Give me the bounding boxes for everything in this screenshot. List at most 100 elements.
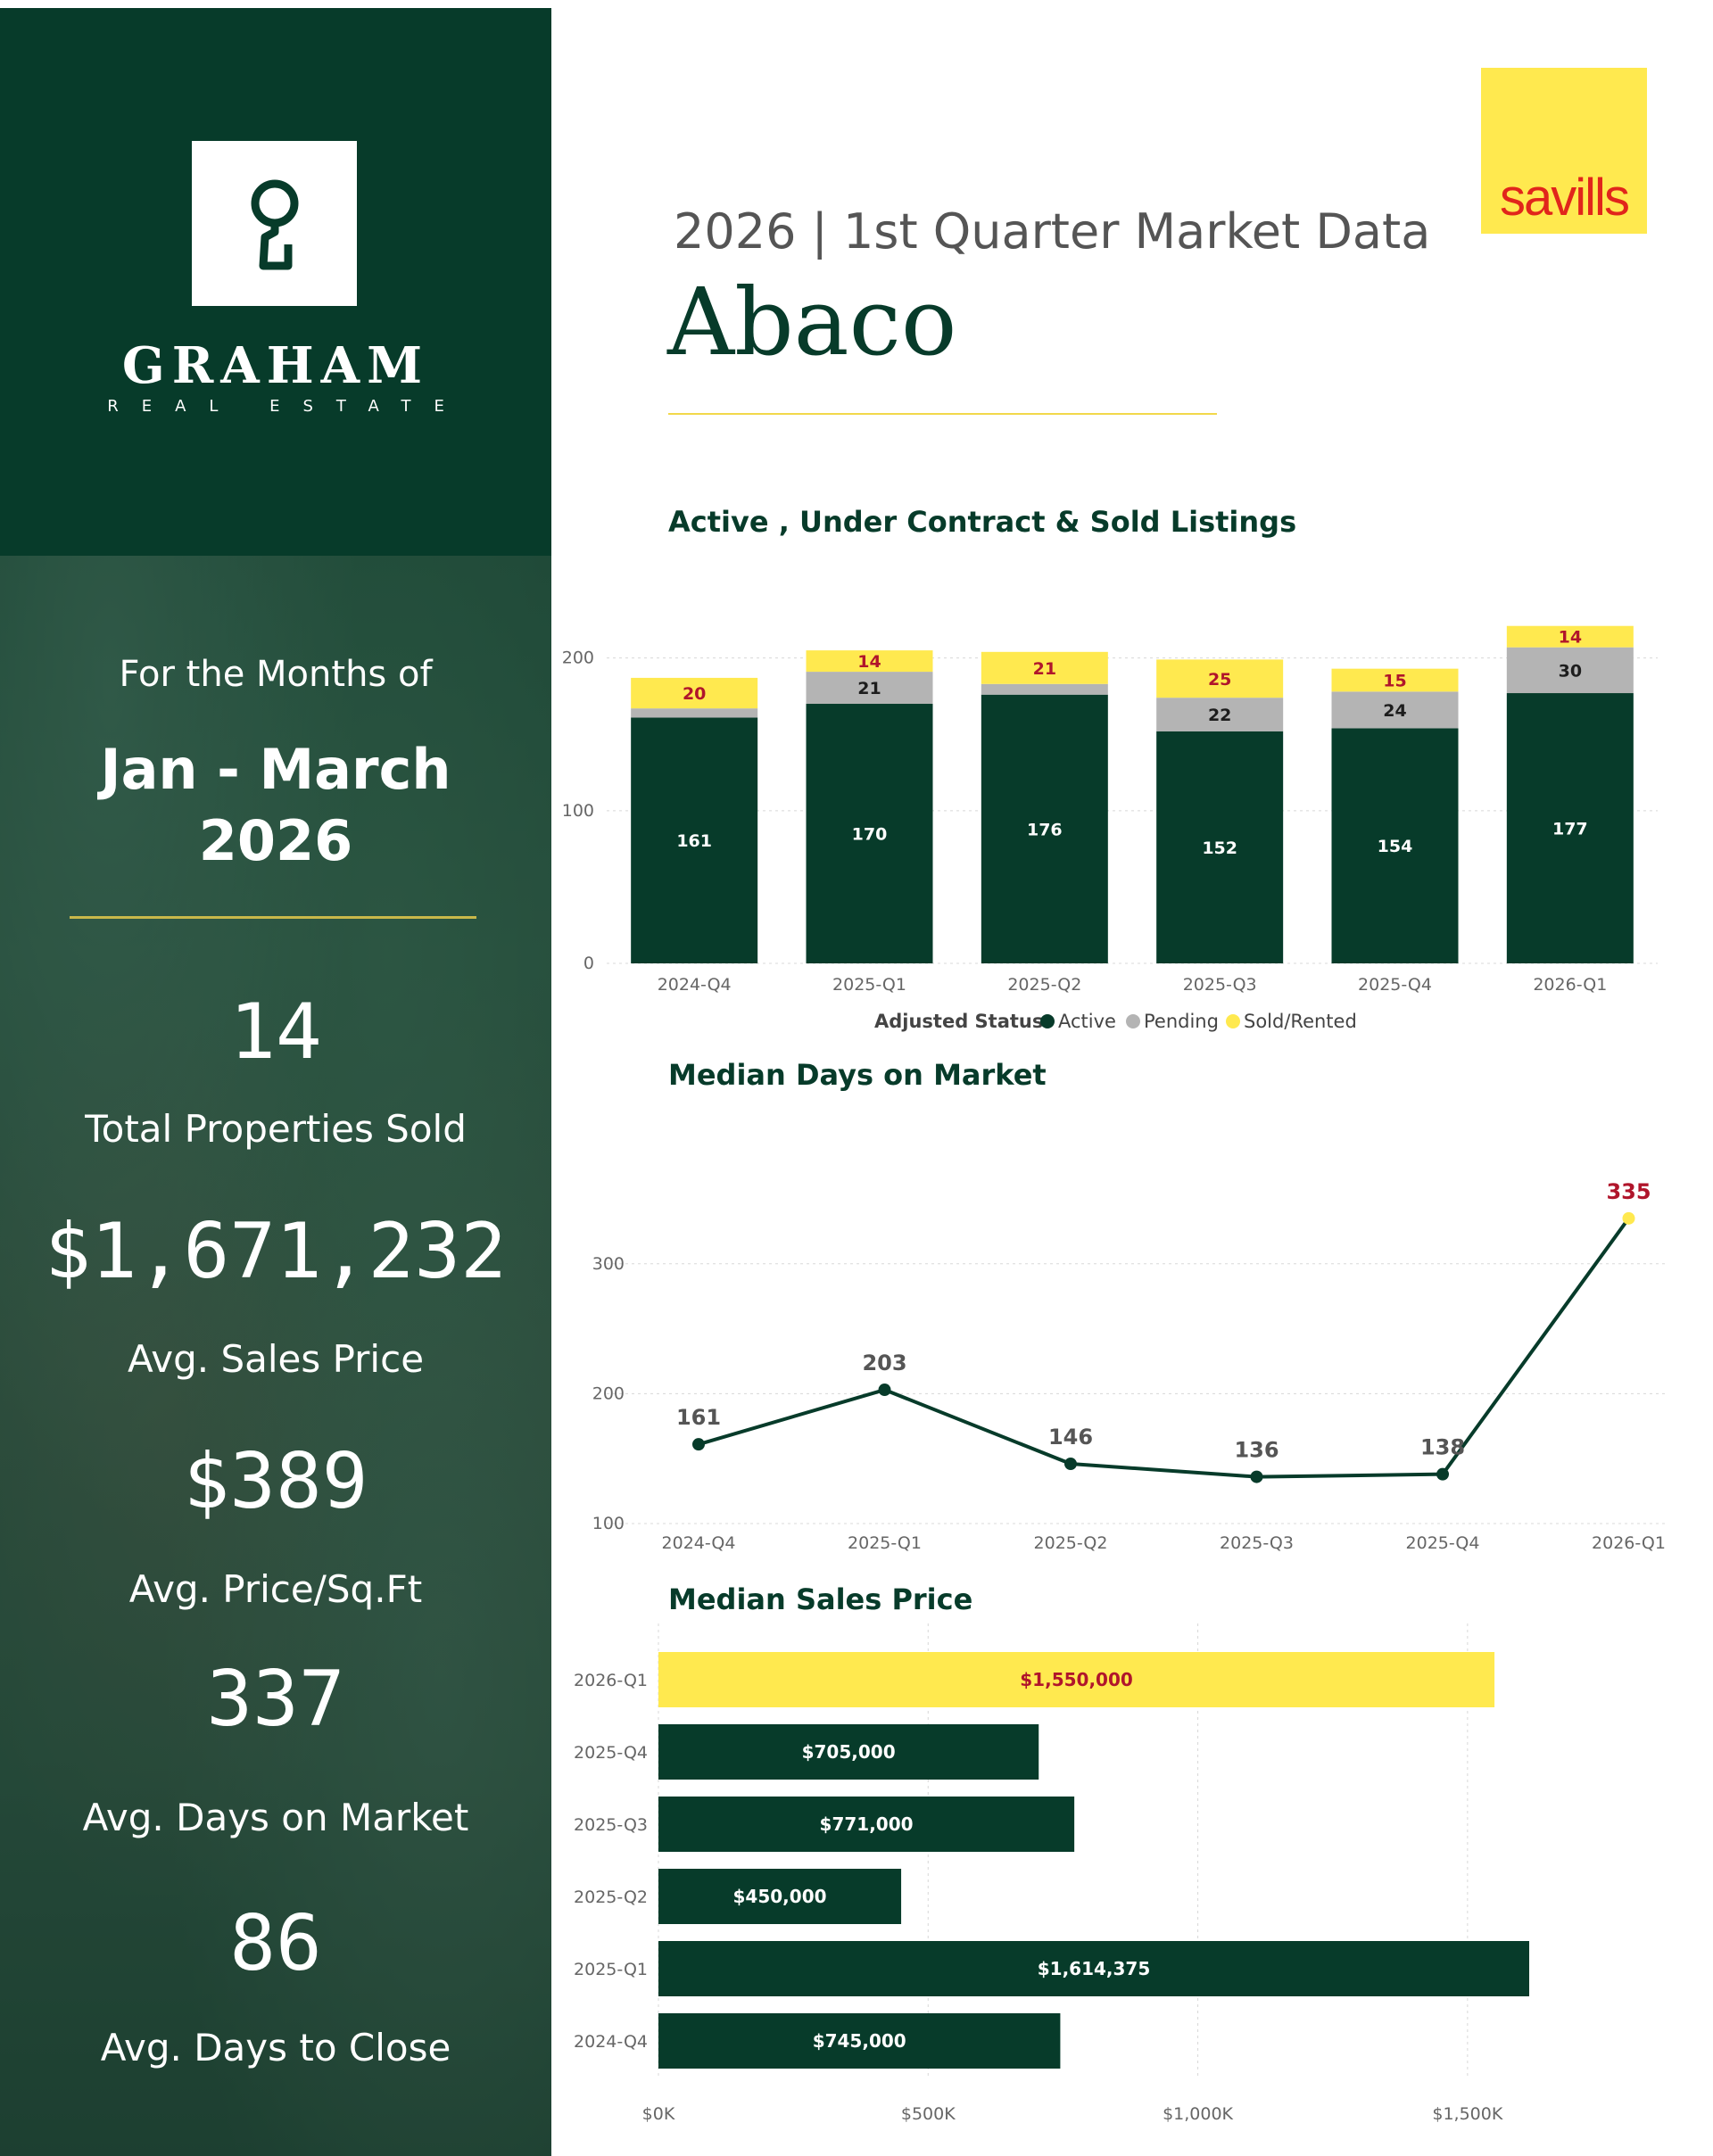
bar-value-label: 22	[1208, 706, 1231, 725]
months-range-text: Jan - March 2026	[100, 737, 451, 873]
bar-value-label: 161	[676, 831, 712, 851]
bar-segment-soldrented	[1156, 659, 1284, 698]
bar-segment-soldrented	[1331, 668, 1459, 692]
bar-segment-pending	[1156, 698, 1284, 731]
bar-segment-active	[631, 717, 758, 963]
y-tick-label: 2025-Q1	[574, 1960, 648, 1979]
data-label: 136	[1234, 1438, 1279, 1463]
x-tick-label: 2026-Q1	[1592, 1533, 1666, 1553]
dom-chart: 100 200 300 161 2024-Q4 203 2025-Q1 146 2025-Q2 1…	[592, 1179, 1667, 1553]
kpi-days-market-label: Avg. Days on Market	[82, 1796, 469, 1839]
bar-value-label: 20	[683, 684, 706, 704]
data-point	[1250, 1470, 1263, 1483]
bar-value-label: $771,000	[820, 1813, 914, 1835]
legend-item: Active	[1058, 1011, 1116, 1032]
y-tick-label: 200	[562, 648, 594, 668]
x-tick-label: $0K	[642, 2104, 675, 2124]
data-point	[1622, 1211, 1635, 1225]
legend-title: Adjusted Status	[874, 1011, 1043, 1032]
bar-value-label: 176	[1027, 820, 1063, 839]
data-label: 138	[1420, 1435, 1465, 1460]
bar-value-label: 21	[1033, 659, 1056, 679]
price-bar	[658, 1869, 902, 1924]
price-bar	[658, 1941, 1529, 1996]
bar-value-label: 14	[857, 652, 881, 672]
bar-value-label: $1,550,000	[1020, 1669, 1133, 1690]
bar-segment-soldrented	[806, 650, 933, 673]
x-tick-label: 2025-Q2	[1007, 975, 1081, 995]
page-title: Abaco	[667, 268, 957, 376]
title-divider	[668, 413, 1217, 415]
y-tick-label: 0	[583, 954, 594, 973]
legend-item: Sold/Rented	[1244, 1011, 1357, 1032]
bar-segment-pending	[631, 708, 758, 718]
data-point	[692, 1438, 705, 1451]
y-tick-label: 2024-Q4	[574, 2032, 648, 2052]
y-tick-label: 200	[592, 1384, 625, 1403]
brand-name: GRAHAM	[121, 336, 430, 395]
bar-segment-soldrented	[1506, 625, 1634, 648]
bar-segment-pending	[1506, 647, 1634, 694]
bar-segment-active	[1331, 728, 1459, 963]
data-label: 161	[676, 1405, 721, 1430]
bar-value-label: 152	[1202, 838, 1237, 858]
data-label: 335	[1606, 1179, 1651, 1204]
kpi-days-close-label: Avg. Days to Close	[100, 2026, 451, 2069]
x-tick-label: $1,000K	[1163, 2104, 1233, 2124]
kpi-total-sold-label: Total Properties Sold	[85, 1107, 467, 1151]
kpi-price-sqft-label: Avg. Price/Sq.Ft	[128, 1567, 423, 1611]
price-bar	[658, 2013, 1061, 2069]
partner-logo: savills	[1481, 68, 1647, 234]
x-tick-label: 2025-Q4	[1406, 1533, 1480, 1553]
kpi-days-close-value: 86	[229, 1899, 322, 1988]
bar-value-label: 25	[1208, 670, 1231, 690]
dom-chart-title: Median Days on Market	[668, 1058, 1047, 1092]
price-chart: $0K $500K $1,000K $1,500K $1,550,000 2026-Q1 $…	[574, 1623, 1529, 2124]
bar-segment-pending	[1331, 691, 1459, 729]
bar-value-label: 154	[1378, 837, 1413, 856]
brand-logo	[192, 141, 357, 306]
brand-subtitle: REAL ESTATE	[107, 397, 468, 416]
x-tick-label: 2025-Q2	[1034, 1533, 1108, 1553]
y-tick-label: 100	[592, 1514, 625, 1533]
price-chart-title: Median Sales Price	[668, 1582, 973, 1616]
bar-segment-active	[1156, 731, 1284, 963]
months-label: For the Months of	[119, 654, 433, 695]
x-tick-label: $500K	[901, 2104, 956, 2124]
price-bar	[658, 1797, 1075, 1852]
y-tick-label: 300	[592, 1254, 625, 1274]
bar-value-label: 177	[1552, 820, 1588, 839]
x-tick-label: 2025-Q4	[1358, 975, 1432, 995]
data-point	[1064, 1458, 1077, 1471]
y-tick-label: 2025-Q3	[574, 1815, 648, 1835]
kpi-avg-price-label: Avg. Sales Price	[127, 1337, 425, 1381]
x-tick-label: 2026-Q1	[1533, 975, 1607, 995]
y-tick-label: 2025-Q2	[574, 1888, 648, 1907]
x-tick-label: $1,500K	[1432, 2104, 1502, 2124]
bar-segment-soldrented	[981, 651, 1108, 684]
listings-chart-title: Active , Under Contract & Sold Listings	[668, 505, 1297, 539]
legend-item: Pending	[1144, 1011, 1219, 1032]
bar-segment-soldrented	[631, 677, 758, 709]
bar-segment-pending	[806, 672, 933, 705]
kpi-avg-price-value: $1,671,232	[45, 1207, 507, 1296]
price-bar	[658, 1652, 1495, 1707]
x-tick-label: 2024-Q4	[662, 1533, 736, 1553]
bar-segment-pending	[981, 683, 1108, 695]
x-tick-label: 2024-Q4	[658, 975, 732, 995]
bar-segment-active	[1506, 693, 1634, 963]
legend-marker	[1226, 1014, 1240, 1028]
summary-divider	[70, 916, 476, 919]
kpi-days-market-value: 337	[206, 1655, 345, 1744]
data-point	[878, 1384, 891, 1397]
series-line	[698, 1217, 1631, 1479]
summary-background	[0, 556, 551, 2156]
y-tick-label: 2026-Q1	[574, 1671, 648, 1690]
bar-value-label: 24	[1383, 701, 1406, 721]
data-point	[1436, 1467, 1449, 1481]
legend-marker	[1126, 1014, 1140, 1028]
bar-value-label: 15	[1383, 671, 1406, 690]
y-tick-label: 100	[562, 801, 594, 821]
listings-chart: 0 100 200 161 20 2024-Q4 170 21 14 2025-Q1 176 21 20…	[562, 625, 1658, 1032]
legend-marker	[1040, 1014, 1055, 1028]
